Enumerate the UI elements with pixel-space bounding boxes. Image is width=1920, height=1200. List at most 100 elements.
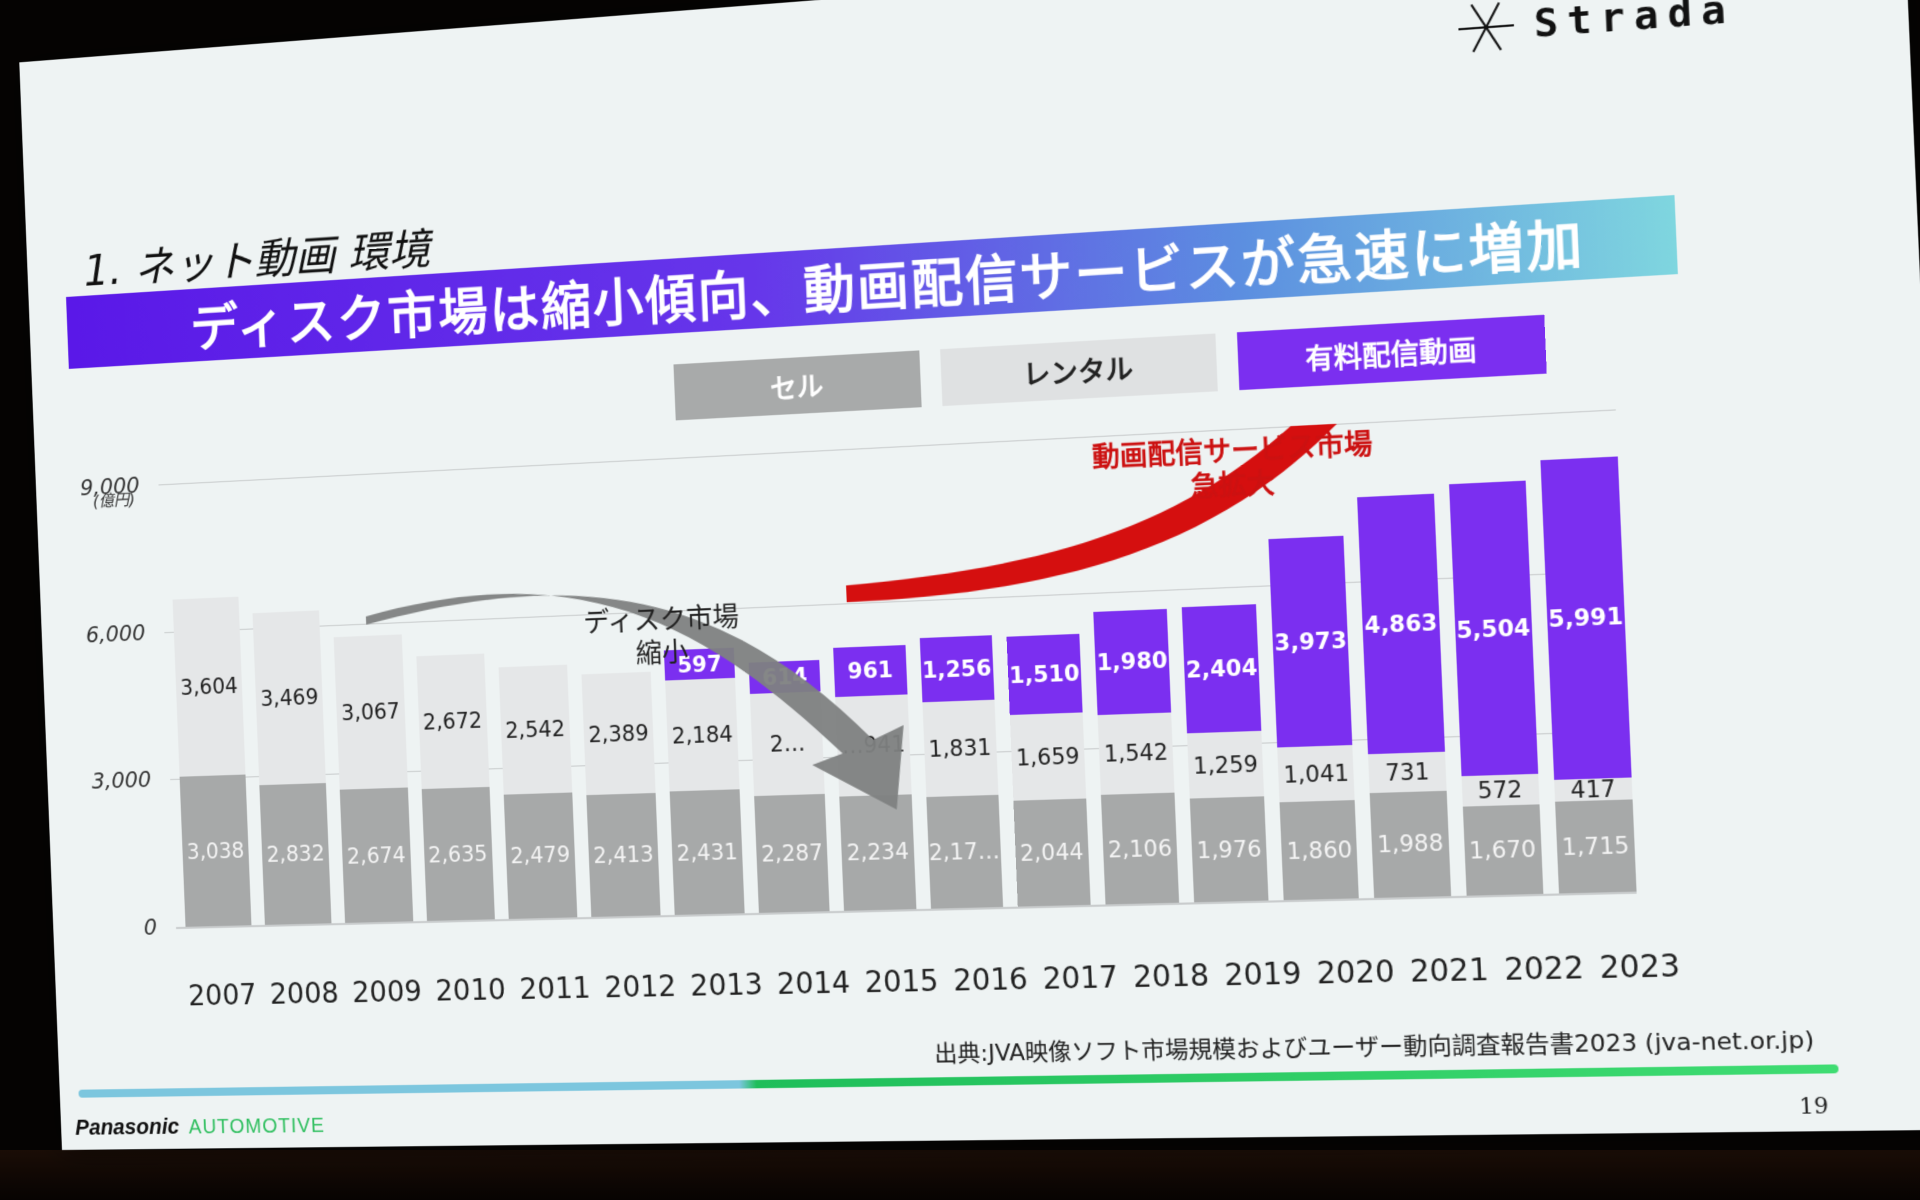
asterisk-star-icon [1457, 0, 1515, 56]
page-number: 19 [1798, 1092, 1830, 1120]
bar-2014: 2,287 2… 614 [740, 451, 830, 913]
bar-2009: 2,674 3,067 [328, 472, 413, 923]
segment-rental: 1,659 [1009, 712, 1087, 801]
segment-sell: 1,715 [1554, 799, 1637, 894]
bar-2007: 3,038 3,604 [168, 481, 252, 927]
x-axis-labels: 2007 2008 2009 2010 2011 2012 2013 2014 2015 2016… [187, 948, 1681, 1030]
y-tick-label: 3,000 [91, 767, 152, 796]
bar-2011: 2,479 2,542 [490, 464, 578, 919]
segment-streaming: 2,404 [1181, 604, 1262, 734]
annotation-line: 縮小 [635, 637, 690, 671]
segment-sell: 1,988 [1370, 790, 1451, 898]
segment-sell: 2,106 [1100, 792, 1180, 905]
segment-rental: 2… [750, 691, 826, 797]
bar-2022: 1,670 572 5,504 [1446, 414, 1544, 896]
x-tick-label: 2022 [1503, 949, 1585, 988]
presentation-slide: Strada 1. ネット動画 環境 ディスク市場は縮小傾向、動画配信サービスが… [19, 0, 1920, 1150]
segment-streaming: 5,991 [1540, 456, 1632, 780]
segment-sell: 2,479 [503, 792, 578, 919]
segment-sell: 1,670 [1462, 804, 1544, 896]
segment-streaming: 1,980 [1093, 608, 1172, 715]
bar-2017: 2,044 1,659 1,510 [998, 437, 1091, 907]
segment-streaming: 5,504 [1448, 480, 1538, 777]
bar-2016: 2,17… 1,831 1,256 [911, 442, 1003, 909]
bar-2008: 2,832 3,469 [247, 476, 332, 925]
segment-streaming: 614 [748, 660, 821, 695]
segment-rental: 731 [1368, 751, 1447, 793]
segment-sell: 1,976 [1189, 796, 1269, 903]
segment-sell: 2,674 [340, 787, 413, 923]
x-tick-label: 2012 [603, 968, 677, 1005]
segment-streaming: 1,256 [919, 635, 995, 703]
segment-sell: 2,431 [669, 789, 745, 915]
segment-rental: 3,067 [333, 634, 408, 790]
bar-group: 3,038 3,604 2,832 3,469 2,674 3,067 2,635 2,672… [168, 409, 1637, 927]
segment-rental: 3,469 [252, 610, 327, 785]
segment-sell: 2,17… [925, 794, 1003, 909]
segment-rental: 2,542 [498, 664, 573, 795]
segment-rental: 1,831 [921, 700, 999, 797]
y-tick-label: 6,000 [85, 620, 146, 649]
strada-logo: Strada [1457, 0, 1736, 56]
x-tick-label: 2011 [518, 970, 592, 1007]
chart-legend: セル レンタル 有料配信動画 [673, 314, 1547, 421]
bar-2012: 2,413 2,389 [573, 460, 661, 917]
segment-streaming: 3,973 [1268, 535, 1353, 748]
segment-streaming: 1,510 [1006, 634, 1083, 716]
segment-sell: 2,287 [754, 794, 830, 913]
legend-streaming: 有料配信動画 [1236, 314, 1547, 391]
segment-sell: 2,635 [421, 787, 495, 921]
segment-rental: 1,041 [1277, 745, 1356, 803]
room-floor [0, 1150, 1920, 1200]
brand-wordmark: Strada [1532, 0, 1736, 47]
disc-shrink-annotation: ディスク市場 縮小 [583, 601, 741, 674]
segment-rental: 2,389 [581, 672, 656, 796]
x-tick-label: 2019 [1223, 955, 1303, 993]
x-tick-label: 2017 [1041, 959, 1119, 997]
x-tick-label: 2018 [1132, 957, 1210, 995]
segment-rental: 2,672 [415, 653, 490, 790]
x-tick-label: 2014 [776, 965, 851, 1002]
y-tick-label: 9,000 [79, 473, 141, 502]
segment-sell: 2,044 [1013, 798, 1091, 907]
x-tick-label: 2007 [187, 977, 258, 1013]
x-tick-label: 2016 [952, 961, 1029, 998]
bar-2013: 2,431 2,184 597 [656, 455, 745, 915]
segment-sell: 1,860 [1279, 800, 1360, 901]
segment-sell: 2,413 [586, 792, 661, 917]
legend-sell: セル [673, 350, 922, 421]
legend-rental: レンタル [940, 333, 1218, 407]
segment-sell: 2,234 [839, 794, 916, 911]
segment-rental: 1,542 [1097, 712, 1175, 795]
footer-rule [78, 1064, 1839, 1098]
segment-rental: 1,259 [1187, 730, 1265, 799]
x-tick-label: 2013 [689, 967, 764, 1003]
segment-rental: 572 [1461, 774, 1540, 808]
segment-streaming: 4,863 [1357, 494, 1445, 755]
stacked-bar-chart: (億円) 0 3,000 6,000 9,000 3,038 3,604 2,832 3,4… [74, 409, 1681, 1049]
x-tick-label: 2021 [1409, 951, 1490, 990]
y-tick-label: 0 [143, 915, 158, 941]
annotation-line: ディスク市場 [582, 601, 740, 640]
segment-sell: 2,832 [259, 782, 332, 925]
x-tick-label: 2010 [434, 972, 507, 1008]
segment-rental: …941 [835, 694, 912, 797]
segment-rental: 3,604 [172, 596, 246, 778]
x-tick-label: 2015 [863, 963, 940, 1000]
x-tick-label: 2009 [351, 974, 423, 1010]
x-tick-label: 2023 [1598, 947, 1681, 986]
automotive-label: AUTOMOTIVE [188, 1114, 326, 1139]
segment-sell: 3,038 [179, 775, 252, 927]
x-tick-label: 2020 [1315, 953, 1396, 991]
bar-2023: 1,715 417 5,991 [1538, 409, 1637, 894]
x-tick-label: 2008 [269, 976, 340, 1011]
bar-2015: 2,234 …941 961 [825, 446, 916, 911]
segment-streaming: 961 [833, 644, 908, 697]
segment-rental: 417 [1553, 776, 1633, 803]
stream-growth-annotation: 動画配信サービス市場 急拡大 [1091, 427, 1374, 509]
footer-brand: Panasonic AUTOMOTIVE [75, 1112, 326, 1141]
panasonic-logo: Panasonic [74, 1113, 180, 1140]
segment-rental: 2,184 [665, 678, 740, 792]
bar-2010: 2,635 2,672 [408, 468, 495, 921]
